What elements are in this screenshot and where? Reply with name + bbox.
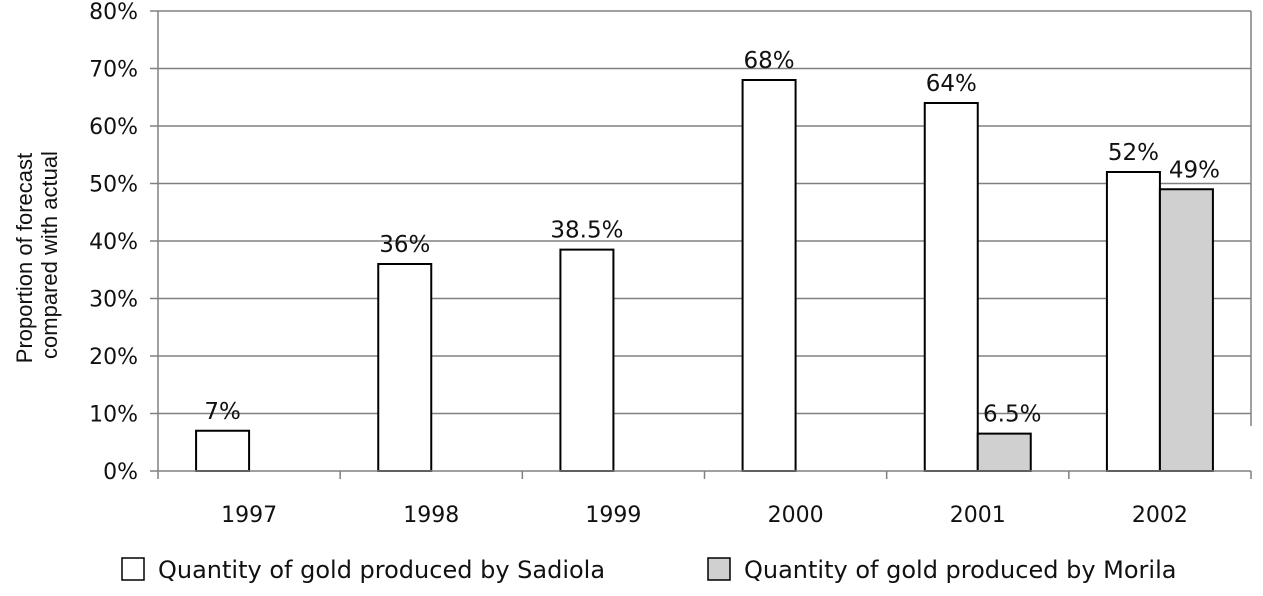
x-tick-label: 2000 bbox=[768, 503, 824, 528]
legend: Quantity of gold produced by Sadiola Quan… bbox=[121, 556, 1176, 584]
bar bbox=[923, 102, 979, 472]
y-axis-title-line-2: compared with actual bbox=[37, 151, 62, 359]
data-label: 38.5% bbox=[550, 218, 623, 244]
x-axis-ticks: 1997 1998 1999 2000 2001 2002 bbox=[221, 503, 1188, 528]
bar bbox=[741, 79, 797, 472]
legend-label: Quantity of gold produced by Morila bbox=[744, 556, 1176, 584]
y-tick-label: 0% bbox=[103, 460, 138, 485]
x-tick-label: 1997 bbox=[221, 503, 277, 528]
data-label: 68% bbox=[744, 48, 795, 74]
data-label: 36% bbox=[379, 232, 430, 258]
x-tick-label: 1998 bbox=[403, 503, 459, 528]
y-axis-title: Proportion of forecast compared with act… bbox=[12, 147, 62, 363]
data-label: 7% bbox=[204, 399, 241, 425]
y-tick-label: 30% bbox=[89, 288, 138, 313]
bar bbox=[976, 432, 1032, 472]
bar bbox=[377, 263, 433, 472]
bar bbox=[559, 248, 615, 472]
data-label: 6.5% bbox=[983, 402, 1041, 428]
bar bbox=[1105, 171, 1161, 472]
y-tick-label: 20% bbox=[89, 345, 138, 370]
bar bbox=[195, 429, 251, 472]
legend-label: Quantity of gold produced by Sadiola bbox=[158, 556, 605, 584]
data-label: 49% bbox=[1169, 157, 1220, 183]
legend-swatch bbox=[707, 557, 731, 581]
y-tick-label: 60% bbox=[89, 115, 138, 140]
y-axis-ticks: 0% 10% 20% 30% 40% 50% 60% 70% 80% bbox=[89, 0, 158, 485]
y-tick-label: 50% bbox=[89, 173, 138, 198]
x-tick-label: 2002 bbox=[1132, 503, 1188, 528]
x-tick-label: 1999 bbox=[585, 503, 641, 528]
bar bbox=[1158, 188, 1214, 472]
data-label: 52% bbox=[1108, 140, 1159, 166]
y-tick-label: 40% bbox=[89, 230, 138, 255]
data-label: 64% bbox=[926, 71, 977, 97]
y-tick-label: 80% bbox=[89, 0, 138, 25]
legend-swatch bbox=[121, 557, 145, 581]
data-labels: 7% 36% 38.5% 68% 64% 6.5% 52% 49% bbox=[204, 48, 1220, 428]
bars bbox=[195, 79, 1214, 472]
x-axis bbox=[157, 470, 1252, 479]
y-axis-title-line-1: Proportion of forecast bbox=[12, 153, 37, 363]
x-tick-label: 2001 bbox=[950, 503, 1006, 528]
y-tick-label: 10% bbox=[89, 403, 138, 428]
y-tick-label: 70% bbox=[89, 58, 138, 83]
gridlines bbox=[157, 10, 1252, 471]
